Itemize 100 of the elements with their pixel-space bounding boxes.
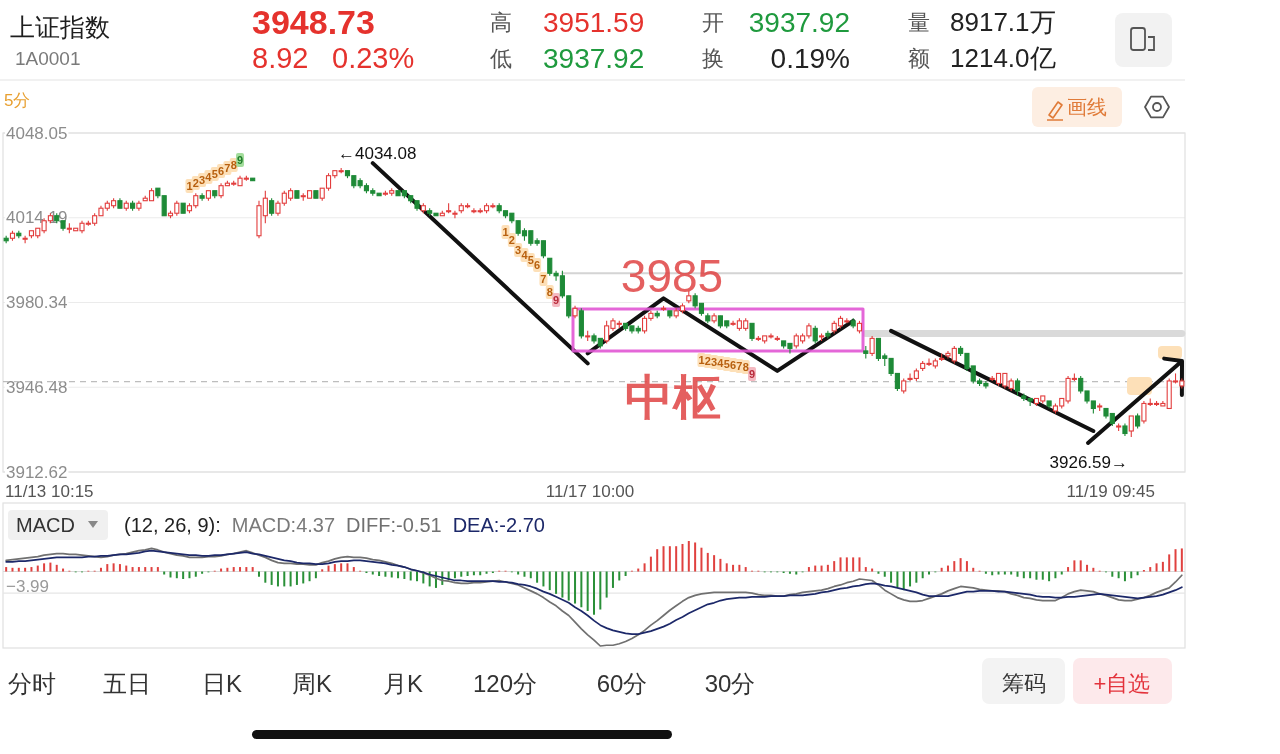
bar [352, 567, 355, 572]
bar [1054, 571, 1057, 579]
text: 量 [908, 9, 930, 35]
bar [611, 571, 614, 588]
bar [858, 557, 861, 572]
bar [1010, 571, 1013, 575]
bar [1092, 567, 1095, 572]
text: 五日 [103, 669, 151, 697]
bar [517, 571, 520, 575]
bar [1016, 571, 1019, 577]
bar [599, 571, 602, 610]
bar [643, 563, 646, 572]
bar [574, 571, 577, 604]
y-tick-label: 3946.48 [6, 377, 68, 397]
bar [972, 567, 975, 572]
bar [864, 567, 867, 572]
candlestick [452, 210, 458, 219]
text: MACD:4.37 [231, 514, 336, 536]
bar [668, 546, 671, 572]
text: 8.92 [252, 42, 309, 74]
bar [24, 567, 27, 572]
annotation: 中枢 [625, 370, 721, 424]
bar [1180, 548, 1183, 572]
bar [99, 567, 102, 572]
candlestick [22, 235, 28, 244]
bar [302, 571, 305, 584]
bar [883, 571, 886, 577]
bar [106, 564, 109, 572]
bar [788, 571, 791, 574]
bar [131, 567, 134, 572]
text: 11/17 10:00 [545, 481, 635, 501]
bar [453, 571, 456, 579]
bar [826, 564, 829, 572]
bar [314, 571, 317, 579]
annotation: 6 [218, 165, 225, 177]
text: 3948.73 [252, 3, 375, 41]
text: 11/13 10:15 [5, 481, 94, 501]
bar [1041, 571, 1044, 580]
chart-title: 5分 [4, 90, 31, 110]
annotation: 9 [553, 294, 560, 306]
chart-title: MACD [16, 514, 75, 536]
text: 0.23% [332, 42, 415, 74]
annotation: 1 [186, 180, 193, 192]
annotation: 3 [515, 244, 522, 256]
bar [738, 564, 741, 572]
bar [548, 571, 551, 591]
annotation: 8 [742, 361, 749, 373]
bar [49, 562, 52, 572]
text: (12, 26, 9): [124, 514, 221, 536]
annotation: 6 [730, 359, 737, 371]
bar [542, 571, 545, 587]
bar [719, 558, 722, 572]
text: 分时 [8, 669, 56, 697]
y-tick-label: 4048.05 [6, 123, 68, 143]
annotation: 3 [199, 174, 206, 186]
text: 上证指数 [10, 13, 110, 41]
annotation: 9 [748, 368, 756, 380]
bar [239, 567, 242, 572]
bar [820, 565, 823, 572]
bar [567, 571, 570, 601]
bar [1123, 571, 1126, 582]
text: 画线 [1067, 96, 1107, 118]
bar [346, 563, 349, 572]
bar [814, 565, 817, 572]
bar [194, 571, 197, 577]
bar [276, 571, 279, 587]
bar [1048, 571, 1051, 582]
bar [226, 567, 229, 572]
bar [694, 542, 697, 572]
bar [1035, 571, 1038, 580]
bar [1060, 571, 1063, 575]
bar [333, 564, 336, 572]
bar [845, 557, 848, 572]
bar [62, 568, 65, 572]
bar [965, 561, 968, 572]
annotation: 1 [698, 354, 705, 366]
candlestick [869, 335, 875, 357]
bar [188, 571, 191, 579]
bar [681, 543, 684, 572]
bar [283, 571, 286, 587]
bar [909, 571, 912, 587]
bar [871, 568, 874, 572]
bar [744, 567, 747, 572]
bar [1067, 567, 1070, 572]
bar [795, 571, 798, 575]
bar [713, 555, 716, 572]
bar [295, 571, 298, 585]
text: 1A0001 [15, 47, 81, 69]
bar [1117, 571, 1120, 579]
annotation: 4 [205, 171, 213, 183]
bar [1149, 567, 1152, 572]
bar [732, 564, 735, 572]
bar [523, 571, 526, 577]
bar [144, 567, 147, 572]
annotation: 5 [527, 254, 534, 266]
text: 1214.0亿 [950, 43, 1056, 73]
text: 筹码 [1002, 670, 1046, 696]
bar [257, 571, 260, 577]
bar [251, 567, 254, 572]
bar [112, 563, 115, 572]
